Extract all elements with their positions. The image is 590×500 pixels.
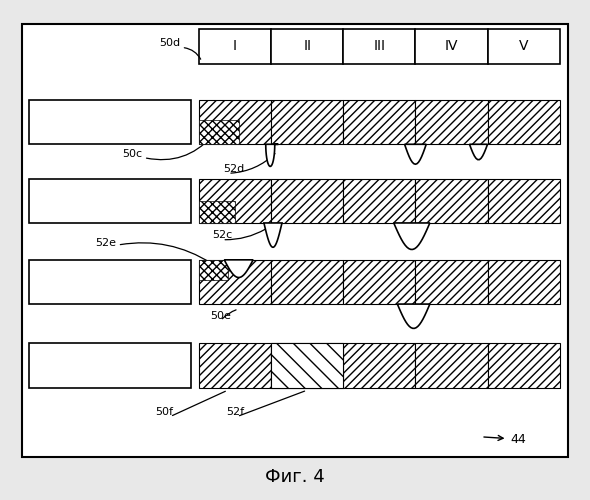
Bar — [271, 344, 343, 388]
Bar — [343, 260, 415, 304]
Text: 50f: 50f — [155, 407, 173, 417]
Text: 44: 44 — [484, 432, 526, 446]
Bar — [415, 344, 487, 388]
Bar — [199, 344, 271, 388]
Text: 50d: 50d — [159, 38, 181, 48]
Text: 52f: 52f — [227, 407, 245, 417]
Bar — [28, 260, 192, 304]
Text: 52d: 52d — [223, 164, 244, 174]
Polygon shape — [264, 223, 282, 247]
Bar — [415, 178, 487, 223]
Bar — [28, 100, 192, 144]
Bar — [487, 178, 560, 223]
Polygon shape — [224, 260, 253, 278]
Bar — [271, 178, 343, 223]
Polygon shape — [394, 223, 430, 250]
Bar — [487, 100, 560, 144]
Bar — [487, 260, 560, 304]
Bar — [415, 260, 487, 304]
Polygon shape — [405, 144, 426, 164]
Text: 50e: 50e — [210, 312, 231, 322]
Text: 50c: 50c — [122, 149, 142, 159]
Text: II: II — [303, 40, 311, 54]
Bar — [199, 178, 271, 223]
Bar — [199, 28, 271, 64]
Polygon shape — [398, 304, 430, 328]
Text: 52e: 52e — [96, 238, 116, 248]
Text: 52c: 52c — [212, 230, 232, 240]
Bar — [199, 260, 228, 280]
Text: Фиг. 4: Фиг. 4 — [265, 468, 325, 486]
Bar — [199, 260, 271, 304]
Bar — [199, 201, 235, 223]
Text: I: I — [233, 40, 237, 54]
Bar — [199, 120, 239, 144]
Bar — [487, 344, 560, 388]
Bar — [271, 28, 343, 64]
Bar — [343, 28, 415, 64]
Bar — [28, 178, 192, 223]
Bar — [271, 100, 343, 144]
Bar — [343, 100, 415, 144]
Bar — [343, 344, 415, 388]
Bar — [343, 178, 415, 223]
Bar — [415, 100, 487, 144]
Bar — [415, 28, 487, 64]
Polygon shape — [266, 144, 278, 167]
Bar — [271, 344, 343, 388]
Text: III: III — [373, 40, 385, 54]
Text: IV: IV — [445, 40, 458, 54]
Bar — [487, 28, 560, 64]
Bar — [22, 24, 568, 456]
Bar — [199, 100, 271, 144]
Bar — [28, 344, 192, 388]
Bar — [271, 260, 343, 304]
Text: V: V — [519, 40, 529, 54]
Polygon shape — [470, 144, 487, 160]
